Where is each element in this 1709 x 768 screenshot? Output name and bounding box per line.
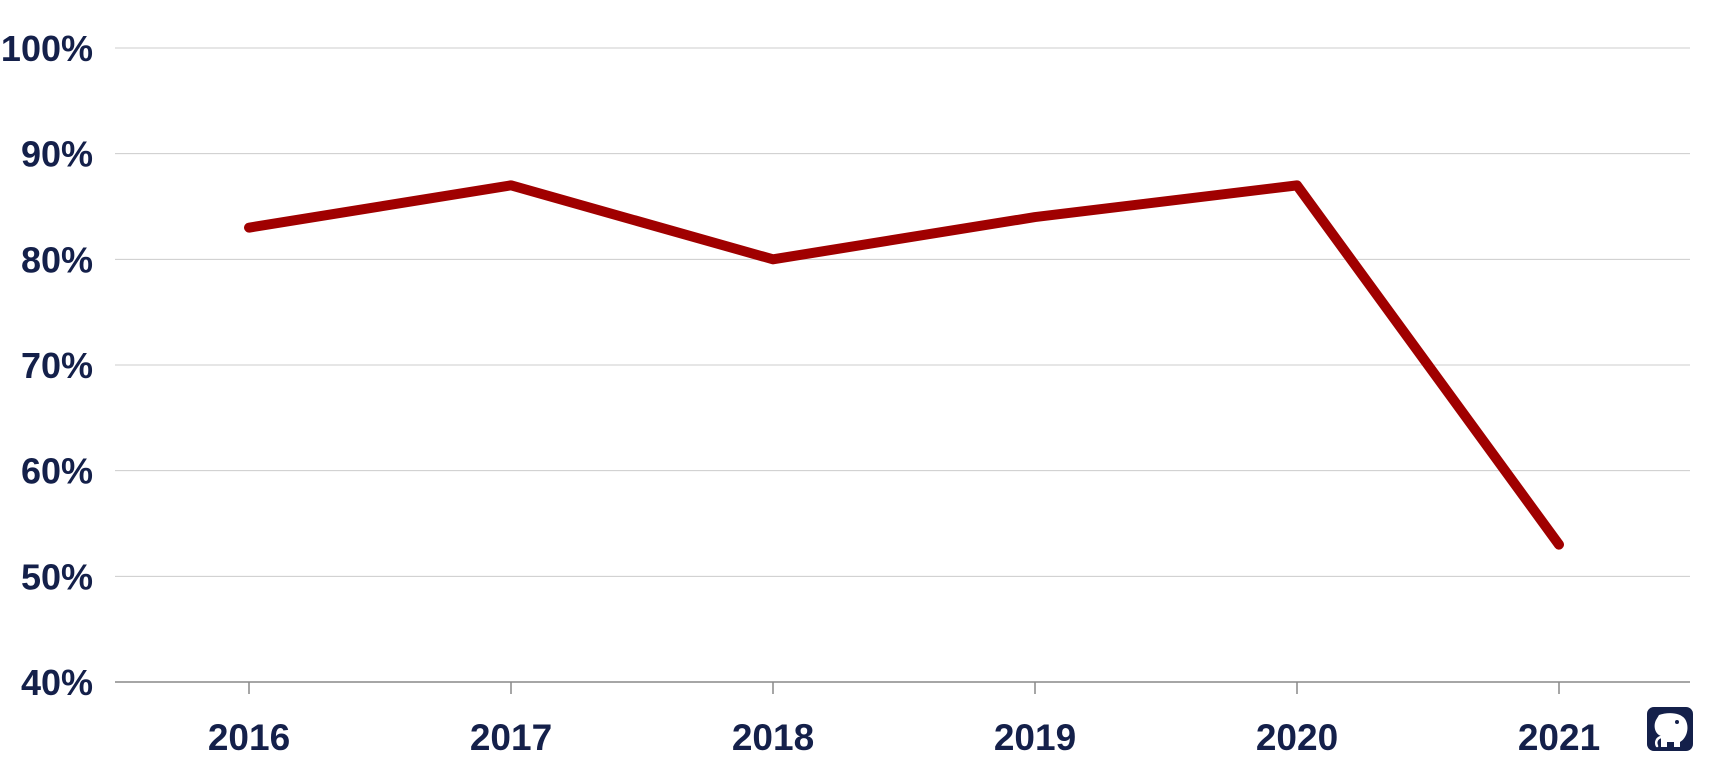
data-point	[1293, 181, 1301, 190]
y-tick-label: 80%	[21, 239, 93, 280]
y-tick-label: 50%	[21, 556, 93, 597]
data-point	[245, 223, 253, 232]
y-tick-label: 100%	[1, 28, 93, 69]
gridlines	[115, 47, 1690, 577]
x-tick-label: 2020	[1256, 717, 1338, 758]
data-point	[1031, 213, 1039, 222]
y-tick-label: 60%	[21, 451, 93, 492]
x-tick-label: 2017	[470, 717, 552, 758]
data-point	[1555, 540, 1563, 549]
series-layer	[244, 180, 1564, 550]
series-line	[244, 180, 1564, 550]
y-tick-label: 40%	[21, 662, 93, 703]
x-tick-label: 2019	[994, 717, 1076, 758]
data-point	[507, 181, 515, 190]
y-tick-label: 70%	[21, 345, 93, 386]
x-tick-label: 2021	[1518, 717, 1600, 758]
data-point	[769, 255, 777, 264]
x-tick-label: 2018	[732, 717, 814, 758]
elephant-icon	[1647, 707, 1693, 751]
y-axis-ticks: 100% 90% 80% 70% 60% 50% 40%	[1, 28, 93, 703]
x-tick-label: 2016	[208, 717, 290, 758]
x-axis-ticks: 2016 2017 2018 2019 2020 2021	[208, 682, 1600, 758]
y-tick-label: 90%	[21, 134, 93, 175]
